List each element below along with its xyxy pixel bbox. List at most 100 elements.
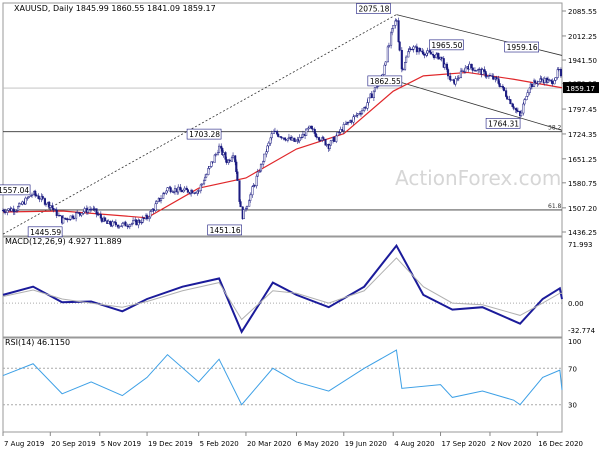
price-ytick-label: 1507.20 (568, 205, 597, 213)
candle-body (347, 122, 350, 124)
candle-body (76, 212, 79, 214)
candle-body (265, 151, 268, 155)
candle-body (528, 87, 531, 93)
candle-body (17, 206, 20, 211)
price-ytick-label: 1436.25 (568, 229, 597, 237)
candle-body (273, 130, 277, 133)
candle-body (324, 139, 327, 146)
candle-body (367, 97, 370, 103)
candle-body (197, 190, 200, 192)
candle-body (34, 190, 37, 196)
candle-body (199, 184, 202, 192)
candle-body (228, 159, 231, 162)
candle-body (474, 70, 478, 72)
candle-body (272, 131, 275, 134)
candle-body (218, 145, 221, 153)
candle-body (24, 197, 27, 205)
candle-body (251, 186, 254, 196)
candle-body (384, 61, 387, 66)
macd-ytick-label: 71.993 (568, 241, 593, 249)
macd-ytick-label: -32.774 (568, 327, 596, 335)
candle-body (429, 51, 432, 55)
candle-body (263, 153, 266, 162)
candle-body (530, 83, 533, 88)
price-ytick-label: 1724.35 (568, 131, 597, 139)
candle-body (400, 49, 403, 70)
candle-body (464, 67, 467, 73)
candle-body (450, 79, 453, 81)
candle-body (454, 78, 457, 85)
candle-body (386, 46, 389, 63)
candle-body (95, 208, 98, 215)
candle-body (426, 50, 429, 54)
candle-body (445, 63, 449, 70)
candle-body (138, 220, 141, 223)
candle-body (284, 139, 287, 141)
candle-body (262, 161, 265, 165)
candle-body (55, 209, 58, 216)
price-label-box (186, 128, 222, 140)
candle-body (232, 155, 235, 158)
candle-body (287, 136, 290, 140)
candle-body (276, 130, 279, 135)
candle-body (422, 51, 425, 55)
last-price-label: 1859.17 (566, 85, 595, 93)
candle-body (230, 156, 234, 162)
candle-body (412, 46, 415, 50)
candle-body (185, 187, 188, 190)
candle-body (407, 51, 410, 58)
candle-body (277, 133, 280, 137)
candle-body (71, 215, 74, 219)
candle-body (37, 195, 40, 199)
candle-body (207, 168, 210, 175)
price-ytick-label: 1941.50 (568, 57, 597, 65)
candle-body (325, 144, 328, 146)
candle-body (383, 64, 386, 75)
candle-body (267, 142, 270, 147)
price-ytick-label: 2012.25 (568, 33, 597, 41)
candle-body (405, 56, 408, 63)
candle-body (109, 220, 112, 226)
price-label: 1959.16 (507, 43, 538, 52)
candle-body (69, 215, 72, 220)
candle-body (242, 209, 245, 220)
price-label-box (0, 184, 31, 196)
x-tick-label: 17 Sep 2020 (442, 440, 486, 448)
price-label: 1451.16 (210, 226, 241, 235)
candle-body (259, 163, 263, 172)
candle-body (75, 212, 78, 219)
rsi-ytick-label: 30 (568, 402, 577, 410)
trend-line (401, 82, 563, 131)
candle-body (339, 129, 342, 133)
candle-body (481, 69, 484, 75)
price-label: 1557.04 (0, 186, 29, 195)
candle-body (511, 103, 514, 107)
candle-body (322, 137, 325, 140)
candle-body (305, 128, 308, 136)
candle-body (310, 125, 313, 129)
candle-body (425, 52, 428, 56)
candle-body (149, 211, 152, 218)
candle-body (62, 217, 65, 224)
candle-body (142, 217, 145, 219)
candle-body (205, 174, 208, 178)
candle-body (423, 53, 426, 56)
candle-body (18, 203, 21, 207)
candle-body (214, 153, 217, 156)
candle-body (78, 212, 81, 215)
candle-body (236, 171, 239, 181)
candle-body (49, 205, 52, 208)
candle-body (165, 190, 168, 194)
candle-body (216, 152, 220, 155)
candle-body (44, 203, 48, 205)
x-tick-label: 5 Nov 2019 (101, 440, 141, 448)
candle-body (35, 194, 38, 197)
x-tick-label: 6 May 2020 (297, 440, 338, 448)
candle-body (431, 53, 435, 56)
candle-body (498, 83, 501, 87)
candle-body (314, 133, 317, 138)
price-label-box (504, 41, 539, 53)
candle-body (238, 180, 241, 202)
x-tick-label: 20 Sep 2019 (51, 440, 95, 448)
